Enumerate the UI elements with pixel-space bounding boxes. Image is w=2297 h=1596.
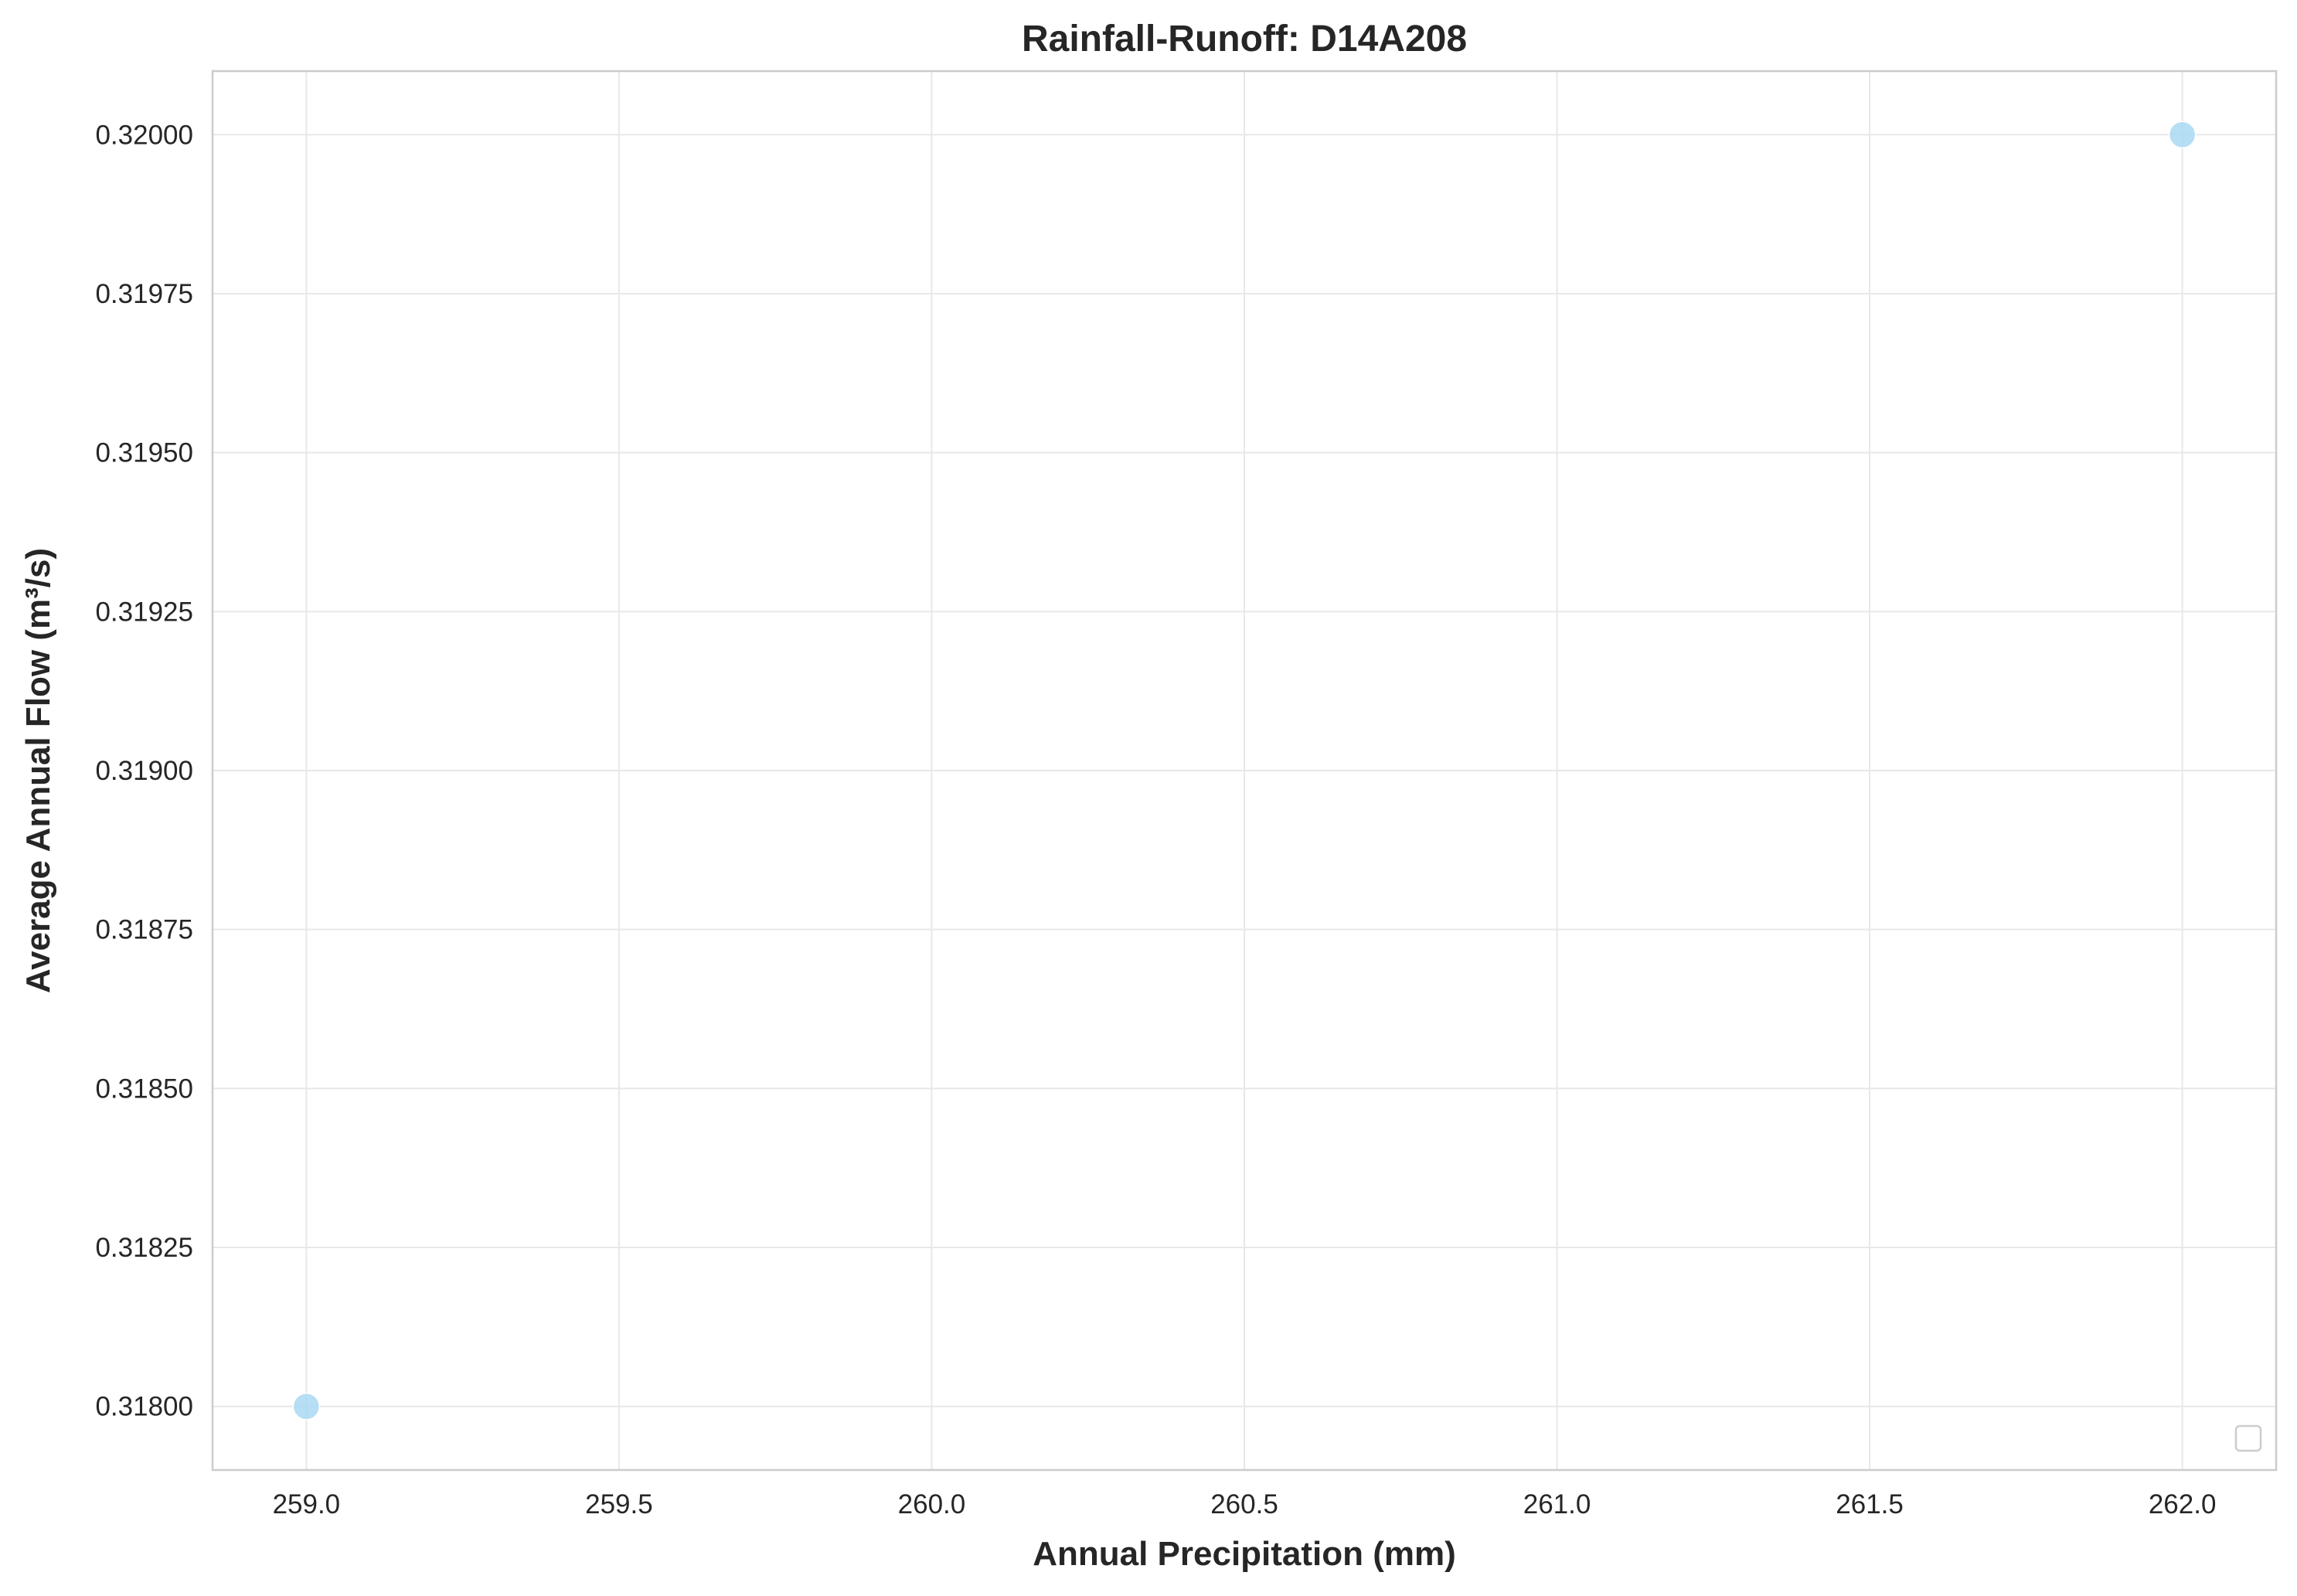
x-tick-label: 262.0 [2149,1489,2217,1519]
data-point [292,1392,321,1421]
x-axis-ticks: 259.0 259.5 260.0 260.5 261.0 261.5 262.0 [273,1489,2217,1519]
x-tick-label: 260.5 [1210,1489,1278,1519]
y-tick-label: 0.31950 [95,438,193,468]
y-axis-ticks: 0.31800 0.31825 0.31850 0.31875 0.31900 0.319… [95,120,193,1421]
y-tick-label: 0.31900 [95,756,193,786]
y-tick-label: 0.31875 [95,915,193,945]
y-tick-label: 0.31825 [95,1233,193,1263]
x-tick-label: 259.0 [273,1489,341,1519]
y-tick-label: 0.32000 [95,120,193,150]
x-tick-label: 261.0 [1523,1489,1591,1519]
x-tick-label: 259.5 [585,1489,653,1519]
y-axis-label: Average Annual Flow (m³/s) [19,548,57,993]
y-tick-label: 0.31925 [95,597,193,627]
grid [213,71,2276,1470]
chart-title: Rainfall-Runoff: D14A208 [1022,19,1467,60]
y-tick-label: 0.31975 [95,279,193,309]
x-tick-label: 260.0 [898,1489,966,1519]
data-point [2168,121,2197,149]
y-tick-label: 0.31800 [95,1392,193,1422]
plot-frame [211,70,2278,1472]
y-tick-label: 0.31850 [95,1074,193,1104]
legend-box [2234,1424,2262,1452]
x-axis-label: Annual Precipitation (mm) [1033,1535,1456,1573]
x-tick-label: 261.5 [1836,1489,1904,1519]
data-points [292,121,2197,1421]
